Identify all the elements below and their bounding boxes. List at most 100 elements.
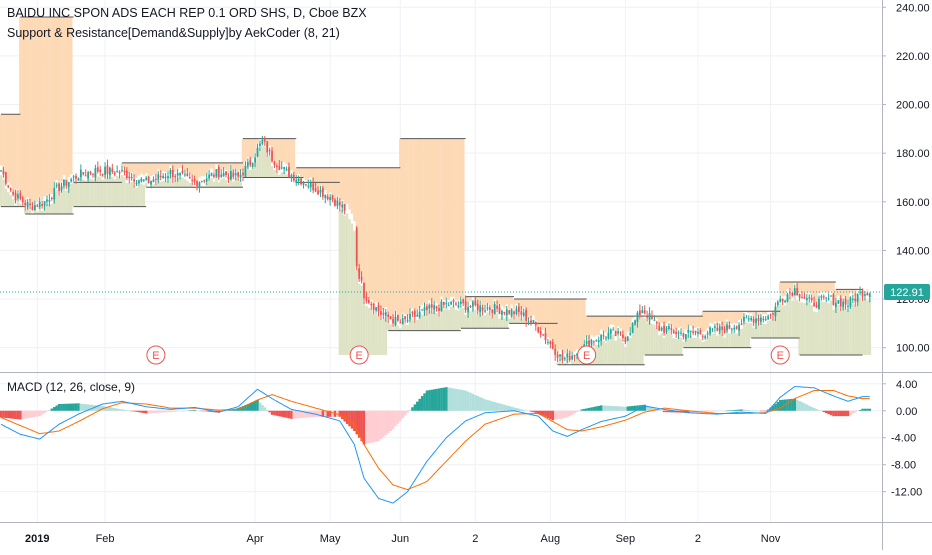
support-zone [474, 310, 477, 328]
macd-hist-bar [176, 411, 179, 412]
support-zone [779, 304, 782, 338]
candle-body [317, 190, 319, 194]
candle-body [825, 297, 827, 298]
support-zone [765, 324, 768, 338]
candle-body [513, 312, 515, 315]
support-zone [677, 337, 680, 355]
resistance-zone [174, 163, 177, 172]
resistance-zone [469, 297, 472, 302]
support-zone [77, 183, 80, 207]
macd-hist-bar [435, 389, 438, 411]
support-zone [622, 343, 625, 365]
candle-body [208, 175, 210, 179]
macd-hist-bar [24, 411, 27, 419]
macd-hist-bar [740, 409, 743, 410]
resistance-zone [590, 316, 593, 335]
macd-hist-bar [634, 406, 637, 411]
candle-body [428, 305, 430, 309]
macd-hist-bar [254, 401, 257, 411]
macd-hist-bar [256, 400, 259, 411]
candle-body [334, 200, 336, 206]
macd-hist-bar [196, 410, 199, 411]
candle-body [622, 334, 624, 338]
macd-hist-bar [389, 411, 392, 431]
resistance-zone [167, 163, 170, 171]
candle-body [65, 180, 67, 185]
support-zone [767, 321, 770, 338]
macd-hist-bar [658, 410, 661, 411]
macd-hist-bar [464, 391, 467, 411]
resistance-zone [341, 168, 344, 200]
candle-body [416, 315, 418, 317]
macd-hist-bar [259, 402, 262, 410]
support-zone [619, 338, 622, 364]
support-zone [803, 303, 806, 355]
macd-hist-bar [619, 406, 622, 410]
macd-hist-bar [111, 408, 114, 411]
macd-hist-bar [527, 411, 530, 412]
candle-body [503, 312, 505, 313]
macd-hist-bar [397, 411, 400, 424]
candle-body [845, 299, 847, 304]
macd-hist-bar [123, 410, 126, 411]
resistance-zone [147, 163, 150, 178]
macd-hist-bar [75, 403, 78, 410]
macd-hist-bar [421, 396, 424, 411]
macd-hist-bar [138, 411, 141, 412]
macd-hist-bar [859, 410, 862, 411]
candle-body [782, 299, 784, 301]
support-zone [130, 182, 133, 207]
candle-body [126, 171, 128, 179]
support-zone [869, 298, 872, 355]
support-zone [60, 191, 63, 214]
support-zone [346, 213, 349, 355]
candle-body [63, 180, 65, 186]
candle-body [712, 329, 714, 330]
candle-body [278, 166, 280, 170]
candle-body [542, 335, 544, 336]
support-zone [704, 341, 707, 348]
macd-hist-bar [510, 407, 513, 411]
macd-hist-bar [602, 405, 605, 410]
resistance-zone [2, 114, 5, 169]
candle-body [608, 333, 610, 339]
macd-hist-bar [612, 406, 615, 411]
support-zone [842, 306, 845, 355]
candle-body [627, 337, 629, 341]
resistance-zone [680, 316, 683, 328]
support-zone [748, 323, 751, 347]
resistance-zone [668, 316, 671, 321]
candle-body [167, 176, 169, 178]
support-zone [656, 328, 659, 355]
macd-hist-bar [590, 407, 593, 410]
resistance-zone [501, 297, 504, 306]
macd-hist-bar [433, 389, 436, 410]
macd-hist-bar [162, 411, 165, 413]
resistance-zone [784, 282, 787, 296]
resistance-zone [808, 282, 811, 292]
support-zone [796, 300, 799, 338]
support-zone [813, 311, 816, 355]
price-tick-label: 140.00 [896, 245, 930, 257]
resistance-zone [179, 163, 182, 168]
macd-hist-bar [663, 411, 666, 412]
support-zone [653, 325, 656, 355]
candle-body [813, 303, 815, 307]
macd-hist-bar [266, 410, 269, 411]
candle-body [303, 183, 305, 185]
resistance-zone [566, 299, 569, 349]
resistance-zone [138, 163, 141, 176]
macd-hist-bar [842, 411, 845, 416]
candle-body [448, 305, 450, 306]
macd-hist-bar [600, 405, 603, 410]
resistance-zone [443, 139, 446, 300]
resistance-zone [196, 163, 199, 181]
candle-body [745, 317, 747, 318]
macd-hist-bar [448, 388, 451, 411]
resistance-zone [365, 168, 368, 297]
resistance-zone [561, 299, 564, 355]
resistance-zone [208, 163, 211, 170]
support-zone [365, 306, 368, 355]
candle-body [397, 315, 399, 321]
